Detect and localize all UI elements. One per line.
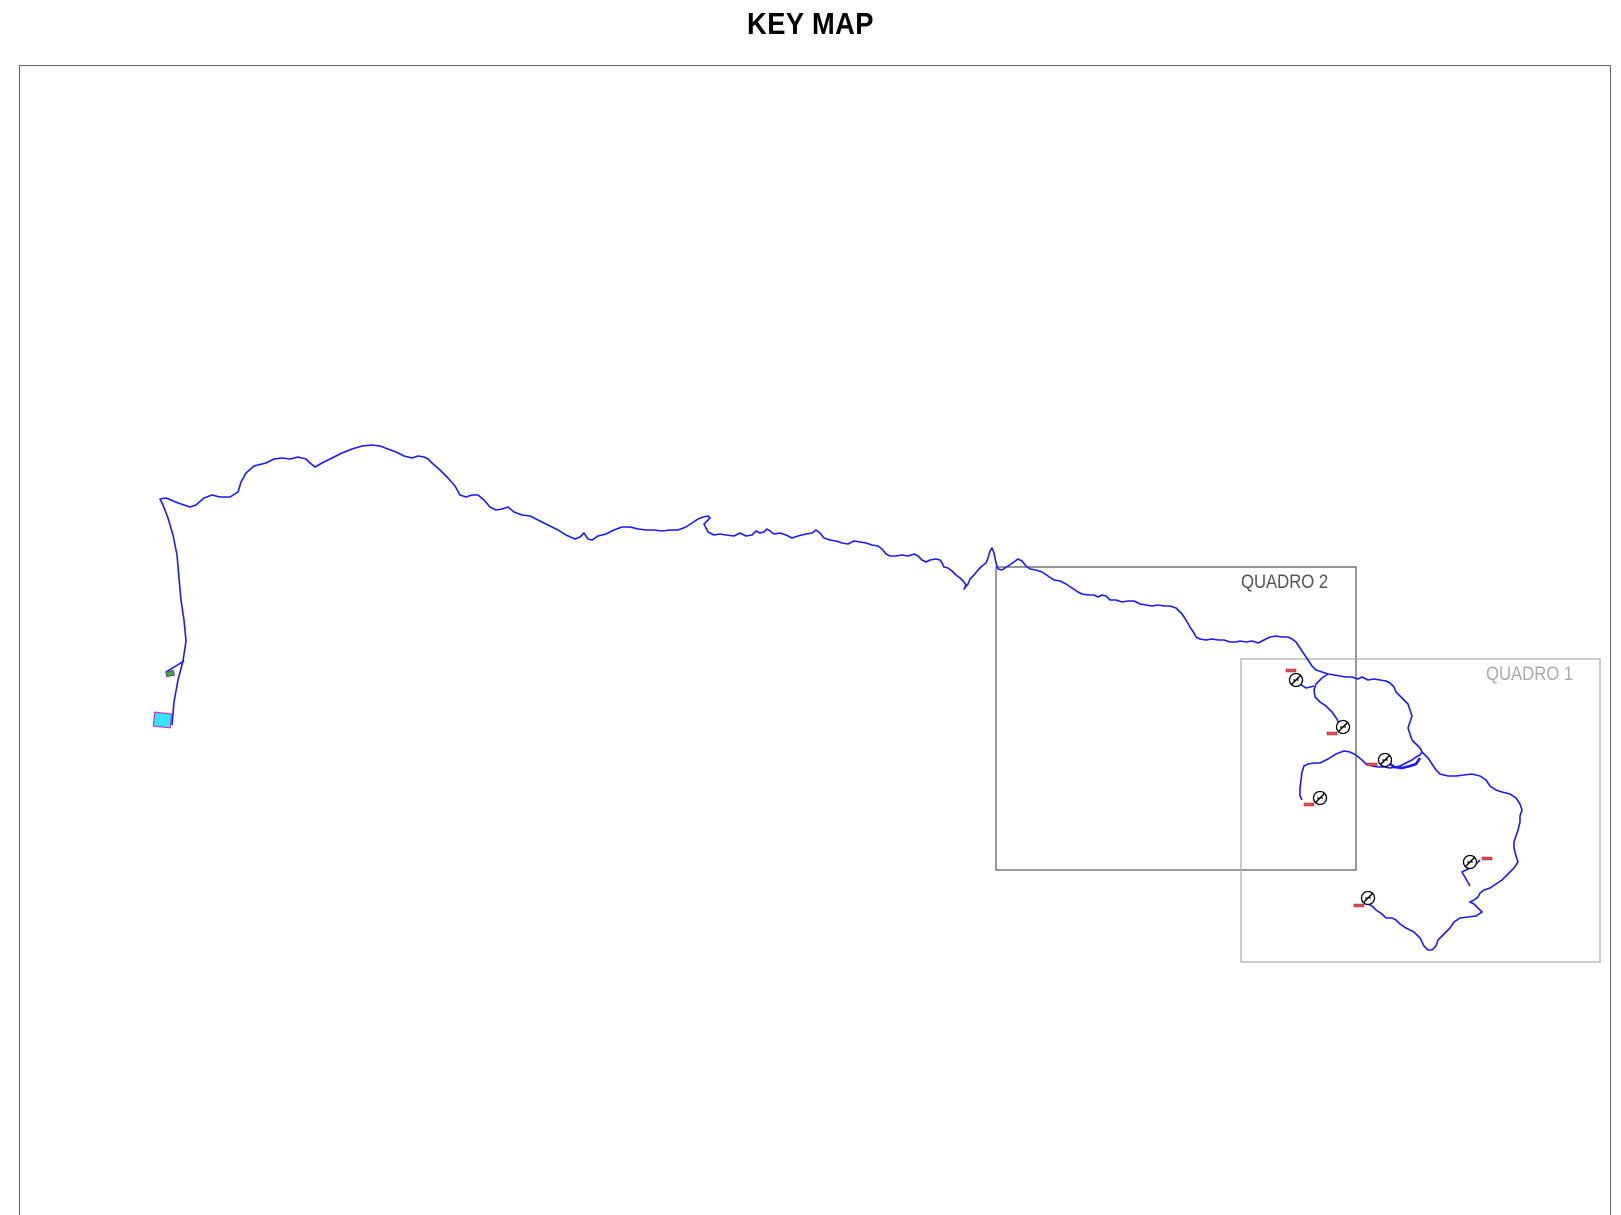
map-frame [19, 65, 1611, 1215]
pump-station-icon[interactable] [1312, 790, 1328, 806]
quadro-1-label: QUADRO 1 [1486, 663, 1573, 684]
pump-station-icon[interactable] [1335, 719, 1351, 735]
small-structure-marker[interactable] [165, 669, 176, 678]
quadro-2-frame[interactable] [995, 566, 1357, 871]
pump-label-marker [1285, 668, 1297, 673]
pump-connection-segment[interactable] [1387, 757, 1422, 770]
southern-loop-pipeline[interactable] [1365, 751, 1523, 951]
main-pipeline-route[interactable] [159, 444, 1423, 769]
pump-station-icon[interactable] [1288, 672, 1304, 688]
pump-label-marker [1326, 731, 1338, 736]
tank-icon[interactable] [152, 711, 173, 729]
west-spur-pipeline[interactable] [165, 660, 185, 673]
pump-label-marker [1481, 856, 1493, 861]
pump-station-icon[interactable] [1462, 854, 1478, 870]
quadro-1-frame[interactable] [1240, 658, 1601, 963]
pump-station-icon[interactable] [1377, 752, 1393, 768]
map-title: KEY MAP [747, 6, 874, 41]
pump-label-marker [1366, 762, 1378, 767]
quadro-2-label: QUADRO 2 [1241, 571, 1328, 592]
pump-station-icon[interactable] [1360, 890, 1376, 906]
pump-label-marker [1303, 802, 1315, 807]
branch-pipeline-1[interactable] [1313, 673, 1341, 727]
pump-label-marker [1353, 903, 1365, 908]
branch-pipeline-3[interactable] [1299, 750, 1363, 801]
